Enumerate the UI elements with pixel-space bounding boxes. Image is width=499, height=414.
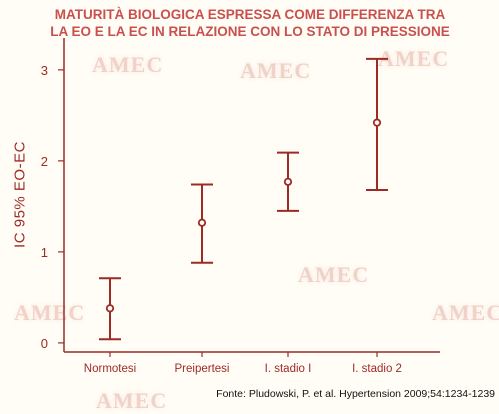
mean-point — [372, 118, 382, 127]
y-tick-label: 2 — [41, 154, 48, 169]
mean-point — [283, 177, 293, 186]
chart-title: MATURITÀ BIOLOGICA ESPRESSA COME DIFFERE… — [20, 6, 480, 40]
title-line-2: LA EO E LA EC IN RELAZIONE CON LO STATO … — [50, 24, 450, 39]
source-citation: Fonte: Pludowski, P. et al. Hypertension… — [216, 388, 495, 400]
title-line-1: MATURITÀ BIOLOGICA ESPRESSA COME DIFFERE… — [54, 7, 446, 22]
mean-point — [197, 218, 207, 227]
y-tick-label: 0 — [41, 336, 48, 351]
mean-point — [105, 304, 115, 313]
y-tick-label: 3 — [41, 63, 48, 78]
x-tick-label: Preipertesi — [175, 363, 230, 375]
y-tick-label: 1 — [41, 245, 48, 260]
x-tick-label: I. stadio I — [265, 363, 312, 375]
x-tick-label: Normotesi — [84, 363, 136, 375]
x-tick-label: I. stadio 2 — [352, 363, 402, 375]
